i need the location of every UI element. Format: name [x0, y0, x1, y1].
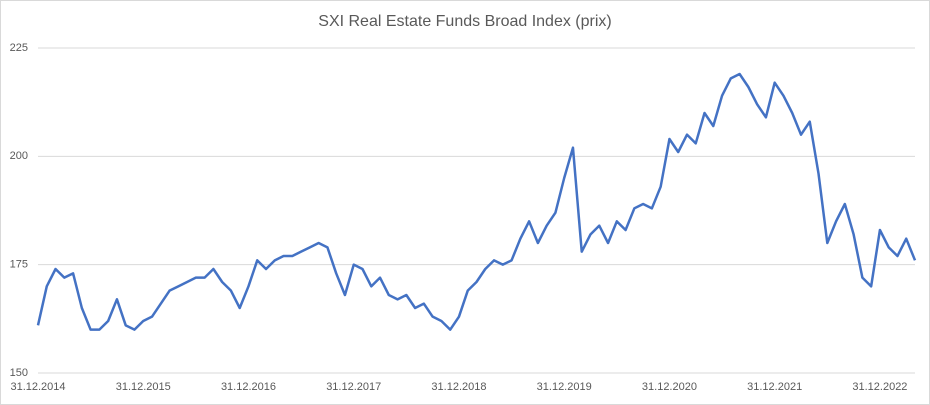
y-tick-label: 225 [10, 42, 28, 54]
x-tick-label: 31.12.2014 [10, 381, 65, 393]
x-tick-label: 31.12.2016 [221, 381, 276, 393]
y-tick-label: 150 [10, 367, 28, 379]
y-tick-label: 200 [10, 150, 28, 162]
x-tick-label: 31.12.2019 [537, 381, 592, 393]
chart-title: SXI Real Estate Funds Broad Index (prix) [318, 13, 611, 30]
x-tick-label: 31.12.2015 [116, 381, 171, 393]
x-tick-label: 31.12.2022 [852, 381, 907, 393]
x-tick-label: 31.12.2020 [642, 381, 697, 393]
x-tick-label: 31.12.2018 [431, 381, 486, 393]
series-line [36, 72, 917, 331]
x-tick-label: 31.12.2021 [747, 381, 802, 393]
y-tick-label: 175 [10, 259, 28, 271]
x-tick-label: 31.12.2017 [326, 381, 381, 393]
